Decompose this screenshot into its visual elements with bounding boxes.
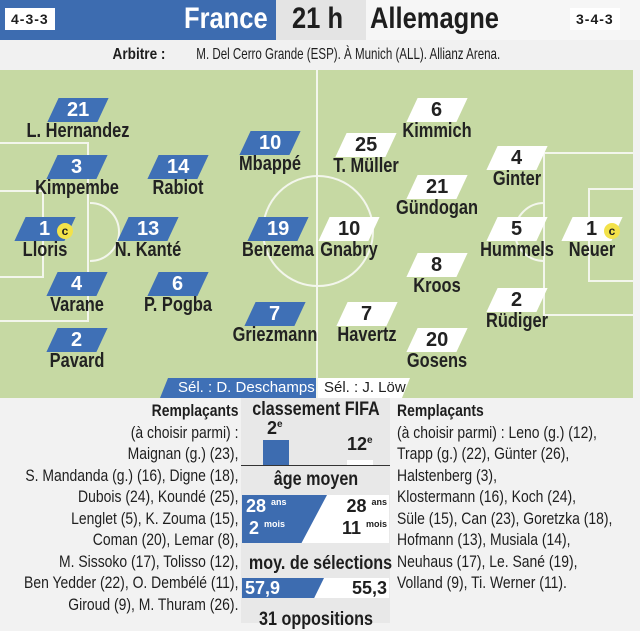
fifa-baseline bbox=[241, 465, 390, 466]
player-number-badge: 7 bbox=[336, 302, 398, 326]
match-time: 21 h bbox=[292, 2, 344, 35]
caps-away: 55,3 bbox=[351, 578, 387, 598]
player-name: Pavard bbox=[49, 350, 105, 372]
away-subs-title: Remplaçants bbox=[397, 401, 484, 420]
player-number-badge: 6 bbox=[406, 98, 468, 122]
player-name: Kimmich bbox=[402, 120, 472, 142]
match-header: 4-3-3 France 21 h Allemagne 3-4-3 bbox=[0, 0, 640, 40]
player-name: Rabiot bbox=[152, 177, 204, 199]
time-band bbox=[276, 0, 366, 40]
captain-badge: c bbox=[57, 223, 73, 239]
player-number-badge: 8 bbox=[406, 253, 468, 277]
player-number-badge: 20 bbox=[406, 328, 468, 352]
substitute-line: Klostermann (16), Koch (24), bbox=[397, 487, 576, 506]
player-name: N. Kanté bbox=[114, 239, 182, 261]
player-number-badge: 13 bbox=[117, 217, 179, 241]
player-name: Gündogan bbox=[396, 197, 478, 219]
player-number-badge: 25 bbox=[335, 133, 397, 157]
away-coach: Sél. : J. Löw bbox=[318, 378, 410, 398]
player-number-badge: 4 bbox=[486, 146, 548, 170]
substitute-line: Neuhaus (17), Le. Sané (19), bbox=[397, 551, 578, 571]
age-home-years: 28 ans bbox=[246, 496, 287, 516]
caps-home: 57,9 bbox=[245, 578, 281, 598]
fifa-home-bar bbox=[263, 440, 289, 465]
player-name: Griezmann bbox=[232, 324, 318, 346]
stats-panel: classement FIFA 2e 12e âge moyen 28 ans … bbox=[241, 398, 393, 630]
player-name: Kroos bbox=[413, 275, 461, 297]
captain-badge: c bbox=[604, 223, 620, 239]
away-penalty-box bbox=[543, 152, 633, 316]
away-substitutes: Remplaçants (à choisir parmi) : Leno (g.… bbox=[397, 400, 640, 594]
player-number-badge: 2 bbox=[46, 328, 108, 352]
player-number-badge: 21 bbox=[406, 175, 468, 199]
fifa-away-rank: 12e bbox=[347, 434, 373, 454]
home-substitutes: Remplaçants (à choisir parmi) : Maignan (… bbox=[0, 400, 238, 615]
substitute-line: Trapp (g.) (22), Günter (26), bbox=[397, 444, 570, 463]
pitch: 21 L. Hernandez 3 Kimpembe 14 Rabiot 1 Lloris c 1… bbox=[0, 70, 633, 398]
player-number-badge: 4 bbox=[46, 272, 108, 296]
player-number-badge: 14 bbox=[147, 155, 209, 179]
player-name: Varane bbox=[50, 294, 104, 316]
substitute-line: Halstenberg (3), bbox=[397, 465, 497, 485]
meetings-title: 31 oppositions bbox=[259, 609, 373, 630]
caps-home-bar bbox=[242, 578, 324, 598]
player-number-badge: 3 bbox=[46, 155, 108, 179]
fifa-title: classement FIFA bbox=[252, 399, 380, 420]
fifa-home-rank: 2e bbox=[267, 418, 283, 438]
age-home-months: 2 mois bbox=[249, 518, 286, 538]
home-formation: 4-3-3 bbox=[5, 8, 55, 30]
player-name: P. Pogba bbox=[143, 294, 213, 316]
substitute-line: (à choisir parmi) : Leno (g.) (12), bbox=[397, 422, 597, 442]
home-coach: Sél. : D. Deschamps bbox=[160, 378, 316, 398]
home-subs-title: Remplaçants bbox=[151, 401, 238, 420]
player-name: T. Müller bbox=[333, 155, 399, 177]
substitute-line: Süle (15), Can (23), Goretzka (18), bbox=[397, 508, 613, 528]
substitute-line: Maignan (g.) (23), bbox=[127, 444, 238, 463]
substitute-line: Ben Yedder (22), O. Dembélé (11), bbox=[23, 573, 238, 592]
substitute-line: Hofmann (13), Musiala (14), bbox=[397, 530, 571, 549]
home-penalty-box bbox=[0, 142, 89, 322]
referee-label: Arbitre : bbox=[112, 46, 166, 63]
substitute-line: Dubois (24), Koundé (25), bbox=[77, 487, 239, 506]
player-name: Ginter bbox=[492, 168, 542, 190]
player-name: L. Hernandez bbox=[26, 120, 130, 142]
fifa-away-bar bbox=[347, 460, 373, 465]
player-number-badge: 10 bbox=[239, 131, 301, 155]
age-away-years: 28 ans bbox=[346, 496, 387, 516]
player-name: Gnabry bbox=[320, 239, 378, 261]
substitute-line: Coman (20), Lemar (8), bbox=[92, 530, 238, 549]
player-name: Rüdiger bbox=[486, 310, 548, 332]
player-name: Kimpembe bbox=[35, 177, 119, 199]
player-name: Hummels bbox=[480, 239, 554, 261]
player-number-badge: 21 bbox=[47, 98, 109, 122]
player-number-badge: 7 bbox=[244, 302, 306, 326]
referee-text: M. Del Cerro Grande (ESP). À Munich (ALL… bbox=[196, 46, 501, 63]
age-title: âge moyen bbox=[273, 469, 359, 490]
substitute-line: S. Mandanda (g.) (16), Digne (18), bbox=[24, 465, 239, 485]
caps-title: moy. de sélections bbox=[248, 553, 393, 574]
away-team: Allemagne bbox=[370, 2, 499, 35]
player-name: Benzema bbox=[241, 239, 315, 261]
player-name: Mbappé bbox=[239, 153, 301, 175]
away-formation: 3-4-3 bbox=[570, 8, 620, 30]
substitute-line: Volland (9), Ti. Werner (11). bbox=[397, 573, 567, 592]
referee-line: Arbitre : M. Del Cerro Grande (ESP). À M… bbox=[0, 40, 640, 70]
player-name: Lloris bbox=[22, 239, 68, 261]
player-name: Havertz bbox=[337, 324, 397, 346]
player-name: Gosens bbox=[406, 350, 468, 372]
home-team: France bbox=[184, 2, 268, 35]
player-number-badge: 2 bbox=[486, 288, 548, 312]
substitute-line: (à choisir parmi) : bbox=[130, 422, 238, 442]
age-away-months: 11 mois bbox=[341, 518, 387, 538]
player-number-badge: 6 bbox=[147, 272, 209, 296]
substitute-line: Giroud (9), M. Thuram (26). bbox=[67, 594, 238, 614]
player-name: Neuer bbox=[568, 239, 616, 261]
substitute-line: M. Sissoko (17), Tolisso (12), bbox=[58, 551, 238, 571]
substitute-line: Lenglet (5), K. Zouma (15), bbox=[70, 508, 238, 528]
